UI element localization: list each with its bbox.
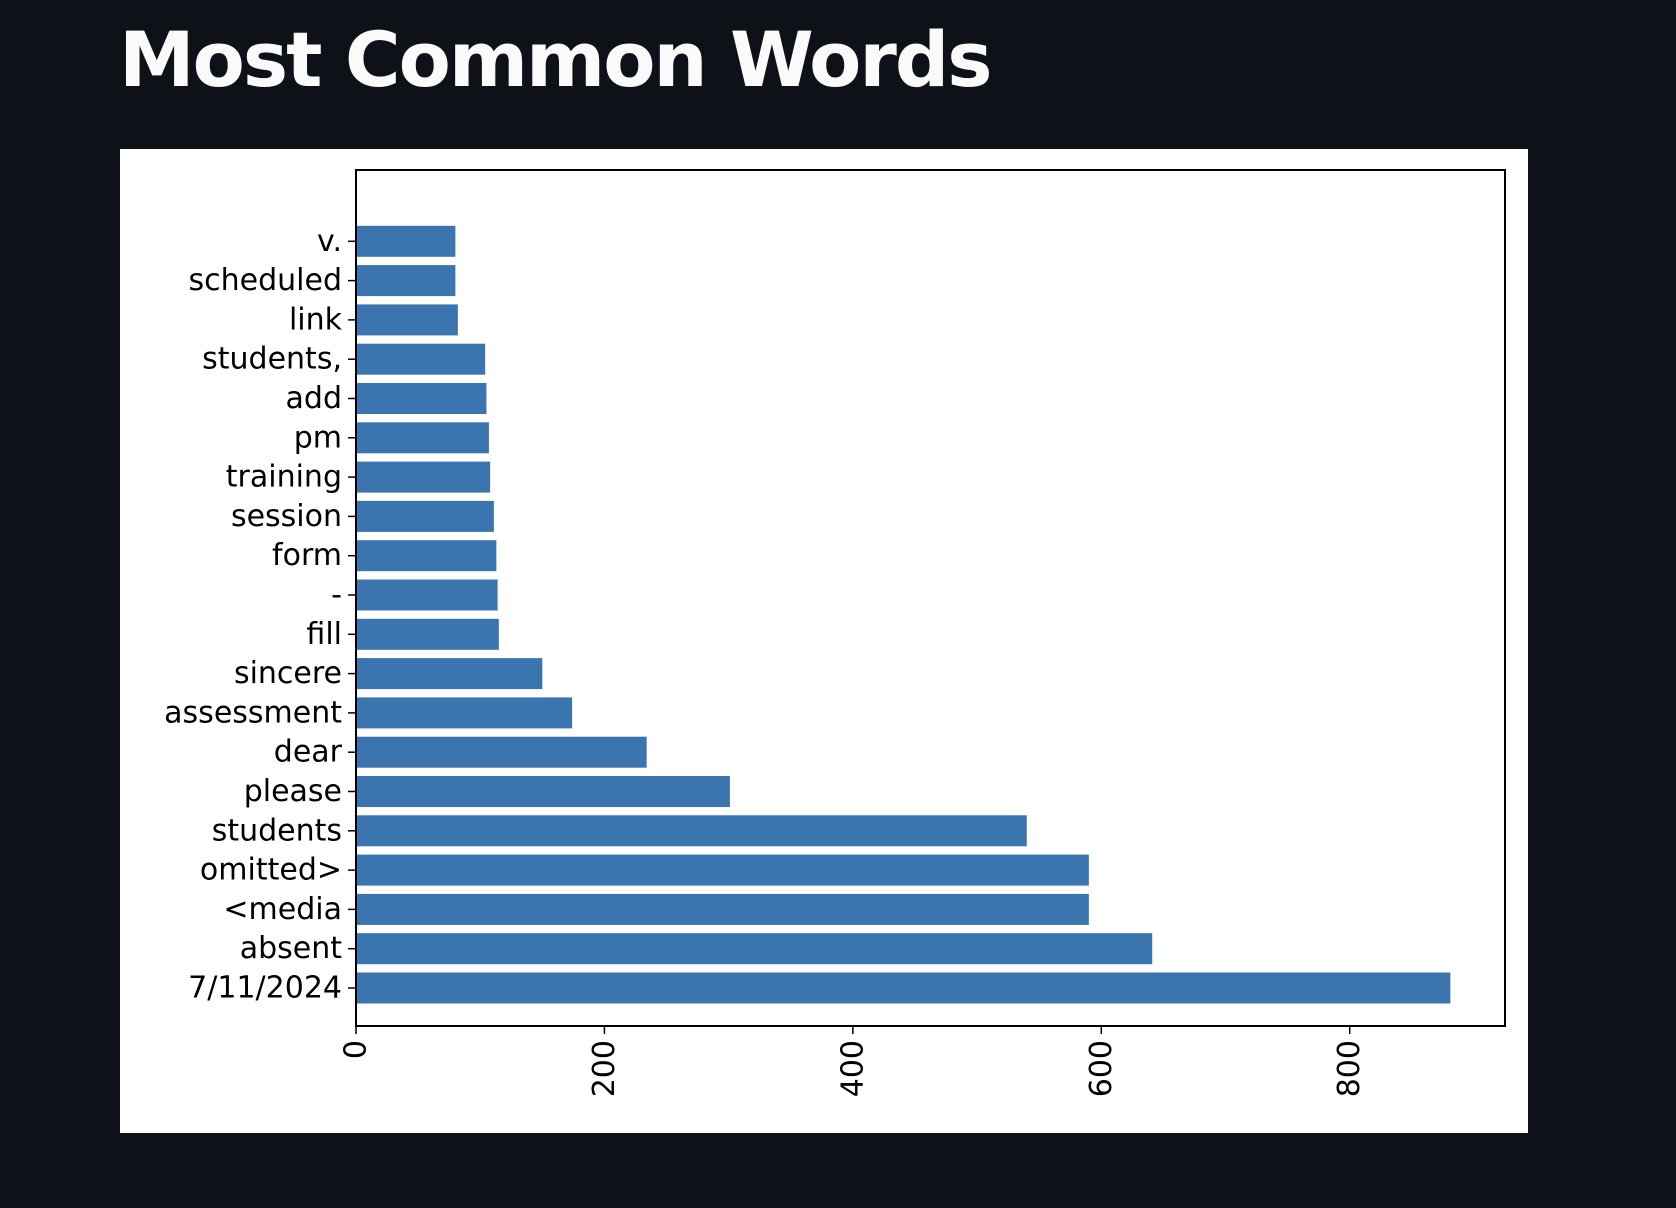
bar [356, 658, 543, 690]
bar [356, 265, 456, 297]
bar [356, 225, 456, 257]
y-tick-label: link [289, 302, 343, 337]
y-tick-label: sincere [234, 656, 342, 691]
bar [356, 697, 573, 729]
x-axis-ticks: 0 200 400 600 800 [339, 1026, 1367, 1097]
x-tick-label: 200 [587, 1040, 622, 1097]
bar [356, 776, 730, 807]
y-tick-label: scheduled [189, 263, 343, 298]
bar [356, 933, 1153, 965]
y-tick-label: students [212, 813, 342, 848]
y-tick-label: fill [306, 617, 342, 652]
y-tick-label: dear [274, 735, 343, 770]
bar [356, 500, 494, 532]
y-tick-label: please [244, 774, 342, 809]
bar [356, 540, 497, 572]
x-tick-label: 0 [339, 1040, 374, 1059]
y-tick-label: - [331, 578, 342, 613]
bar [356, 461, 491, 493]
y-tick-label: <media [223, 892, 342, 927]
y-tick-label: students, [202, 342, 342, 377]
bar [356, 854, 1089, 886]
y-axis-ticks: 7/11/2024 absent <media omitted> students ple… [164, 224, 356, 1006]
y-tick-label: form [272, 538, 342, 573]
x-tick-label: 600 [1084, 1040, 1119, 1097]
chart-panel: 7/11/2024 absent <media omitted> students ple… [120, 149, 1528, 1133]
plot-frame [355, 169, 1506, 1027]
bar [356, 893, 1089, 925]
bar [356, 579, 498, 611]
x-tick-label: 800 [1332, 1040, 1367, 1097]
bar [356, 618, 499, 650]
bars-layer [356, 225, 1451, 1004]
bar [356, 304, 458, 336]
bar [356, 972, 1451, 1004]
y-tick-label: omitted> [200, 853, 342, 888]
y-tick-label: absent [240, 931, 343, 966]
page-title: Most Common Words [119, 15, 992, 104]
y-tick-label: assessment [164, 695, 342, 730]
bar [356, 383, 487, 414]
bar [356, 343, 486, 375]
y-tick-label: v. [317, 224, 342, 259]
x-tick-label: 400 [835, 1040, 870, 1097]
bar [356, 422, 489, 454]
y-tick-label: add [286, 381, 342, 416]
bar [356, 736, 647, 768]
y-tick-label: training [226, 460, 342, 495]
y-tick-label: session [231, 499, 342, 534]
bar-chart: 7/11/2024 absent <media omitted> students ple… [164, 169, 1506, 1097]
y-tick-label: 7/11/2024 [188, 971, 342, 1006]
y-tick-label: pm [294, 420, 342, 455]
bar [356, 815, 1027, 847]
